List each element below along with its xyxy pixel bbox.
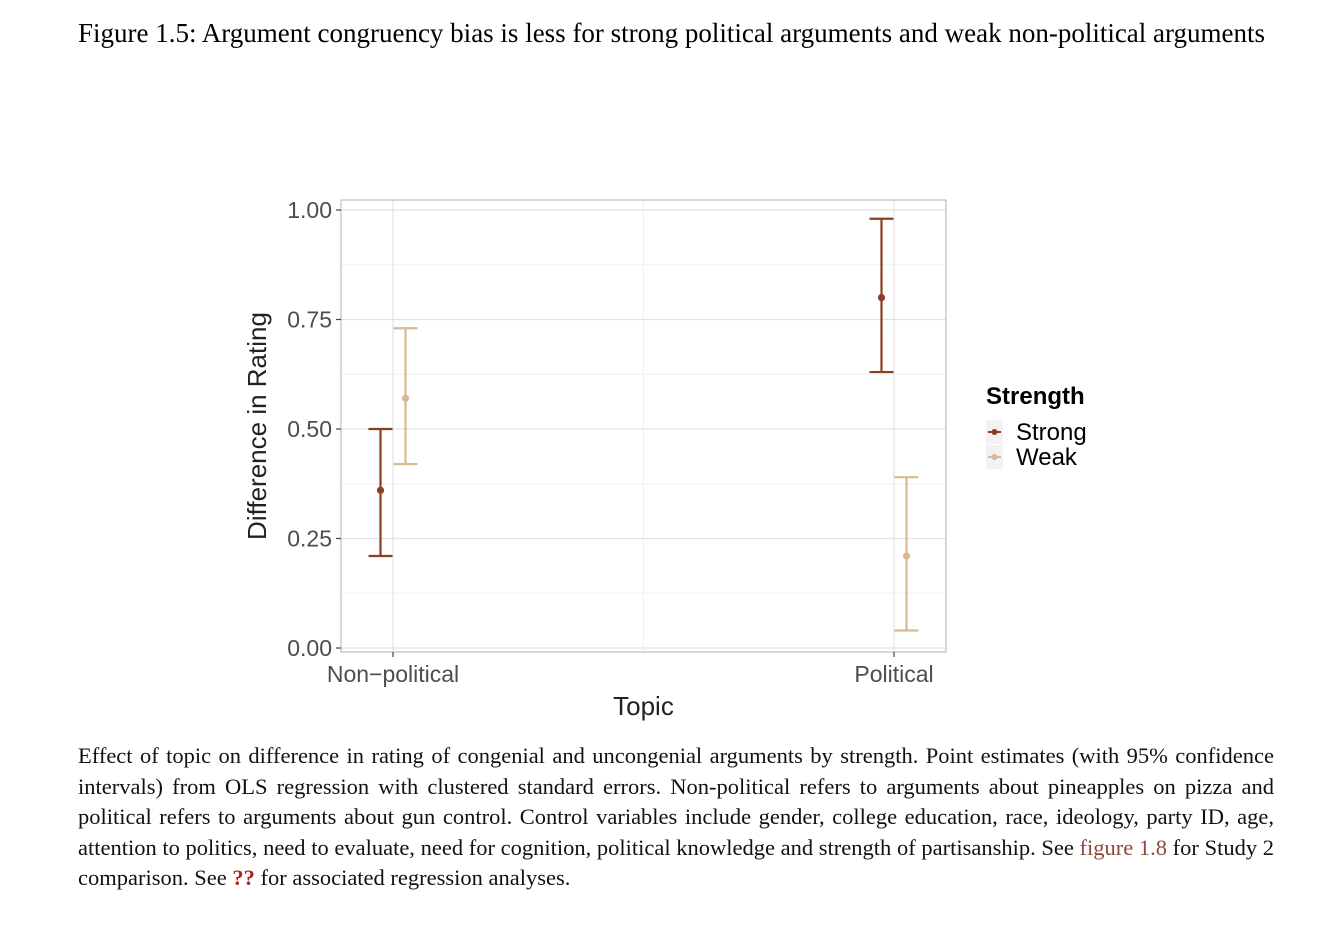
legend-title: Strength [986,383,1085,410]
x-tick-label: Political [854,661,933,687]
data-marks [368,217,919,632]
point-estimate [401,394,410,402]
x-axis-title: Topic [613,691,674,721]
errorbar-weak [894,476,919,632]
grid-lines [341,200,946,652]
point-estimate [376,486,385,494]
plot-panel-border [340,199,947,653]
figure-link[interactable]: figure 1.8 [1079,834,1168,860]
missing-reference[interactable]: ?? [232,865,255,891]
caption-text: Effect of topic on difference in rating … [78,743,1274,860]
point-estimate [877,294,886,302]
y-tick-label: 0.25 [287,526,332,552]
y-tick-label: 0.75 [287,307,332,333]
point-estimate [902,552,911,560]
axes: 0.00 0.25 0.50 0.75 1.00 Non−political Politic… [287,197,933,687]
legend-label: Weak [1016,444,1078,471]
figure-caption: Effect of topic on difference in rating … [78,741,1274,894]
errorbar-strong [368,427,393,558]
y-axis-title: Difference in Rating [242,312,272,540]
y-tick-label: 0.50 [287,416,332,442]
legend-key-point [991,429,998,435]
caption-text-middle: for Study 2 comparison. See [78,834,1274,891]
legend-key-weak: Weak [986,444,1078,471]
errorbar-chart: 0.00 0.25 0.50 0.75 1.00 Non−political Politic… [242,197,1087,721]
errorbar-weak [393,327,418,466]
y-tick-label: 1.00 [287,197,332,223]
x-tick-label: Non−political [327,661,459,687]
caption-text-end: for associated regression analyses. [254,865,571,891]
figure-title: Figure 1.5: Argument congruency bias is … [78,18,1266,48]
legend-key-point [991,454,998,460]
y-tick-label: 0.00 [287,635,332,661]
errorbar-strong [869,217,894,374]
legend-key-strong: Strong [986,419,1087,446]
legend-label: Strong [1016,419,1087,446]
